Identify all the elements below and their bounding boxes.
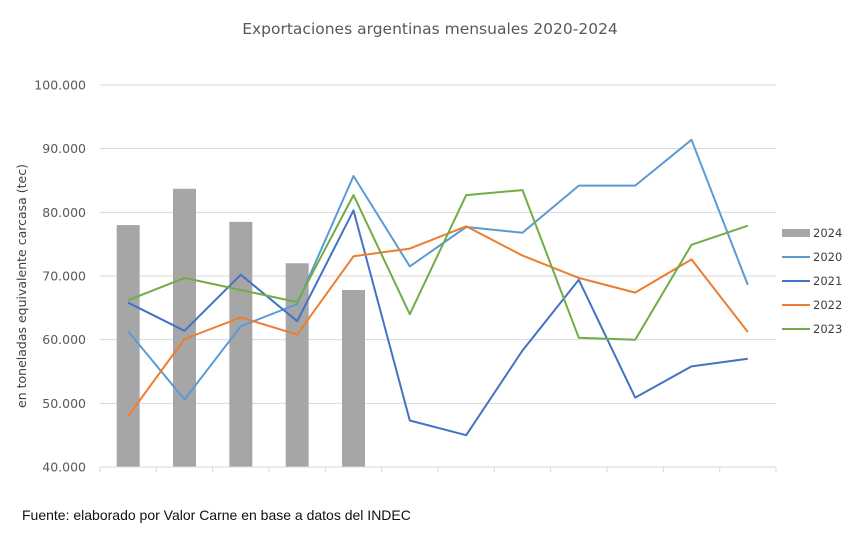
y-tick-label: 90.000 bbox=[42, 141, 86, 156]
legend-label-2024: 2024 bbox=[813, 226, 842, 240]
bar bbox=[285, 263, 309, 467]
legend: 2024 2020 2021 2022 2023 bbox=[782, 226, 842, 336]
legend-label-2020: 2020 bbox=[813, 250, 842, 264]
y-axis-label: en toneladas equivalente carcasa (tec) bbox=[14, 164, 29, 408]
bar bbox=[173, 188, 196, 467]
y-axis-ticks: 40.000 50.000 60.000 70.000 80.000 90.000 100.… bbox=[34, 78, 86, 475]
y-tick-label: 50.000 bbox=[42, 396, 86, 411]
legend-swatch-2024 bbox=[782, 229, 810, 237]
gridlines bbox=[100, 84, 776, 404]
bar bbox=[116, 225, 140, 467]
bar bbox=[342, 290, 365, 467]
line-series bbox=[127, 138, 749, 437]
legend-label-2023: 2023 bbox=[813, 322, 842, 336]
legend-label-2021: 2021 bbox=[813, 274, 842, 288]
bar-series-2024 bbox=[116, 188, 365, 467]
y-tick-label: 100.000 bbox=[34, 78, 86, 93]
x-axis-tick-marks bbox=[99, 467, 777, 472]
series-line-2020 bbox=[127, 138, 749, 401]
y-tick-label: 80.000 bbox=[42, 205, 86, 220]
bar bbox=[229, 221, 253, 467]
series-line-2021 bbox=[127, 209, 748, 437]
y-tick-label: 40.000 bbox=[42, 460, 86, 475]
source-note: Fuente: elaborado por Valor Carne en bas… bbox=[22, 507, 411, 523]
series-line-2022 bbox=[127, 225, 749, 417]
chart-title: Exportaciones argentinas mensuales 2020-… bbox=[242, 20, 618, 38]
y-tick-label: 60.000 bbox=[42, 332, 86, 347]
y-tick-label: 70.000 bbox=[42, 269, 86, 284]
series-line-2023 bbox=[127, 189, 749, 341]
legend-label-2022: 2022 bbox=[813, 298, 842, 312]
